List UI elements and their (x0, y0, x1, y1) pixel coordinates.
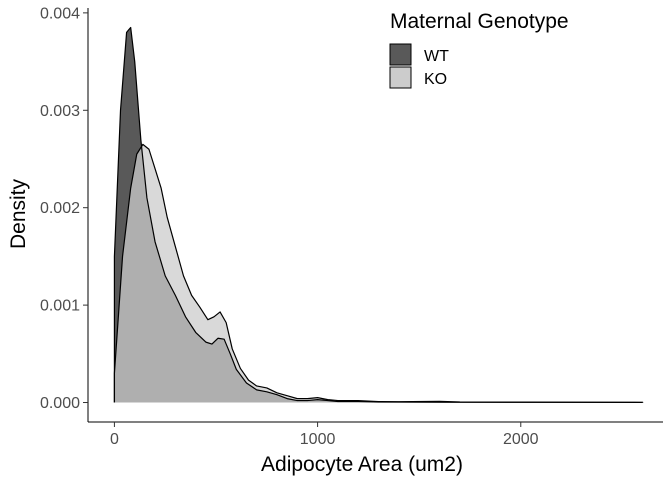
x-tick-label: 0 (110, 431, 119, 448)
axes: 0.000 0.001 0.002 0.003 0.004 0 1000 2000 (40, 5, 663, 448)
x-tick-label: 2000 (503, 431, 539, 448)
x-axis-title: Adipocyte Area (um2) (261, 453, 463, 476)
legend-title: Maternal Genotype (390, 10, 569, 33)
legend: Maternal Genotype WT KO (389, 10, 569, 89)
legend-key-ko (389, 66, 412, 89)
y-ticks: 0.000 0.001 0.002 0.003 0.004 (40, 5, 88, 412)
legend-label-wt: WT (424, 48, 449, 65)
density-area-ko (114, 144, 643, 403)
y-tick-label: 0.003 (40, 103, 80, 120)
legend-key-wt (389, 43, 412, 66)
density-line-ko (113, 143, 644, 403)
y-tick-label: 0.001 (40, 298, 80, 315)
legend-label-ko: KO (424, 71, 447, 88)
plot-area (113, 26, 644, 404)
y-tick-label: 0.004 (40, 5, 80, 22)
y-axis-title: Density (7, 178, 30, 249)
y-tick-label: 0.000 (40, 395, 80, 412)
y-tick-label: 0.002 (40, 200, 80, 217)
x-ticks: 0 1000 2000 (110, 422, 539, 448)
x-tick-label: 1000 (300, 431, 336, 448)
